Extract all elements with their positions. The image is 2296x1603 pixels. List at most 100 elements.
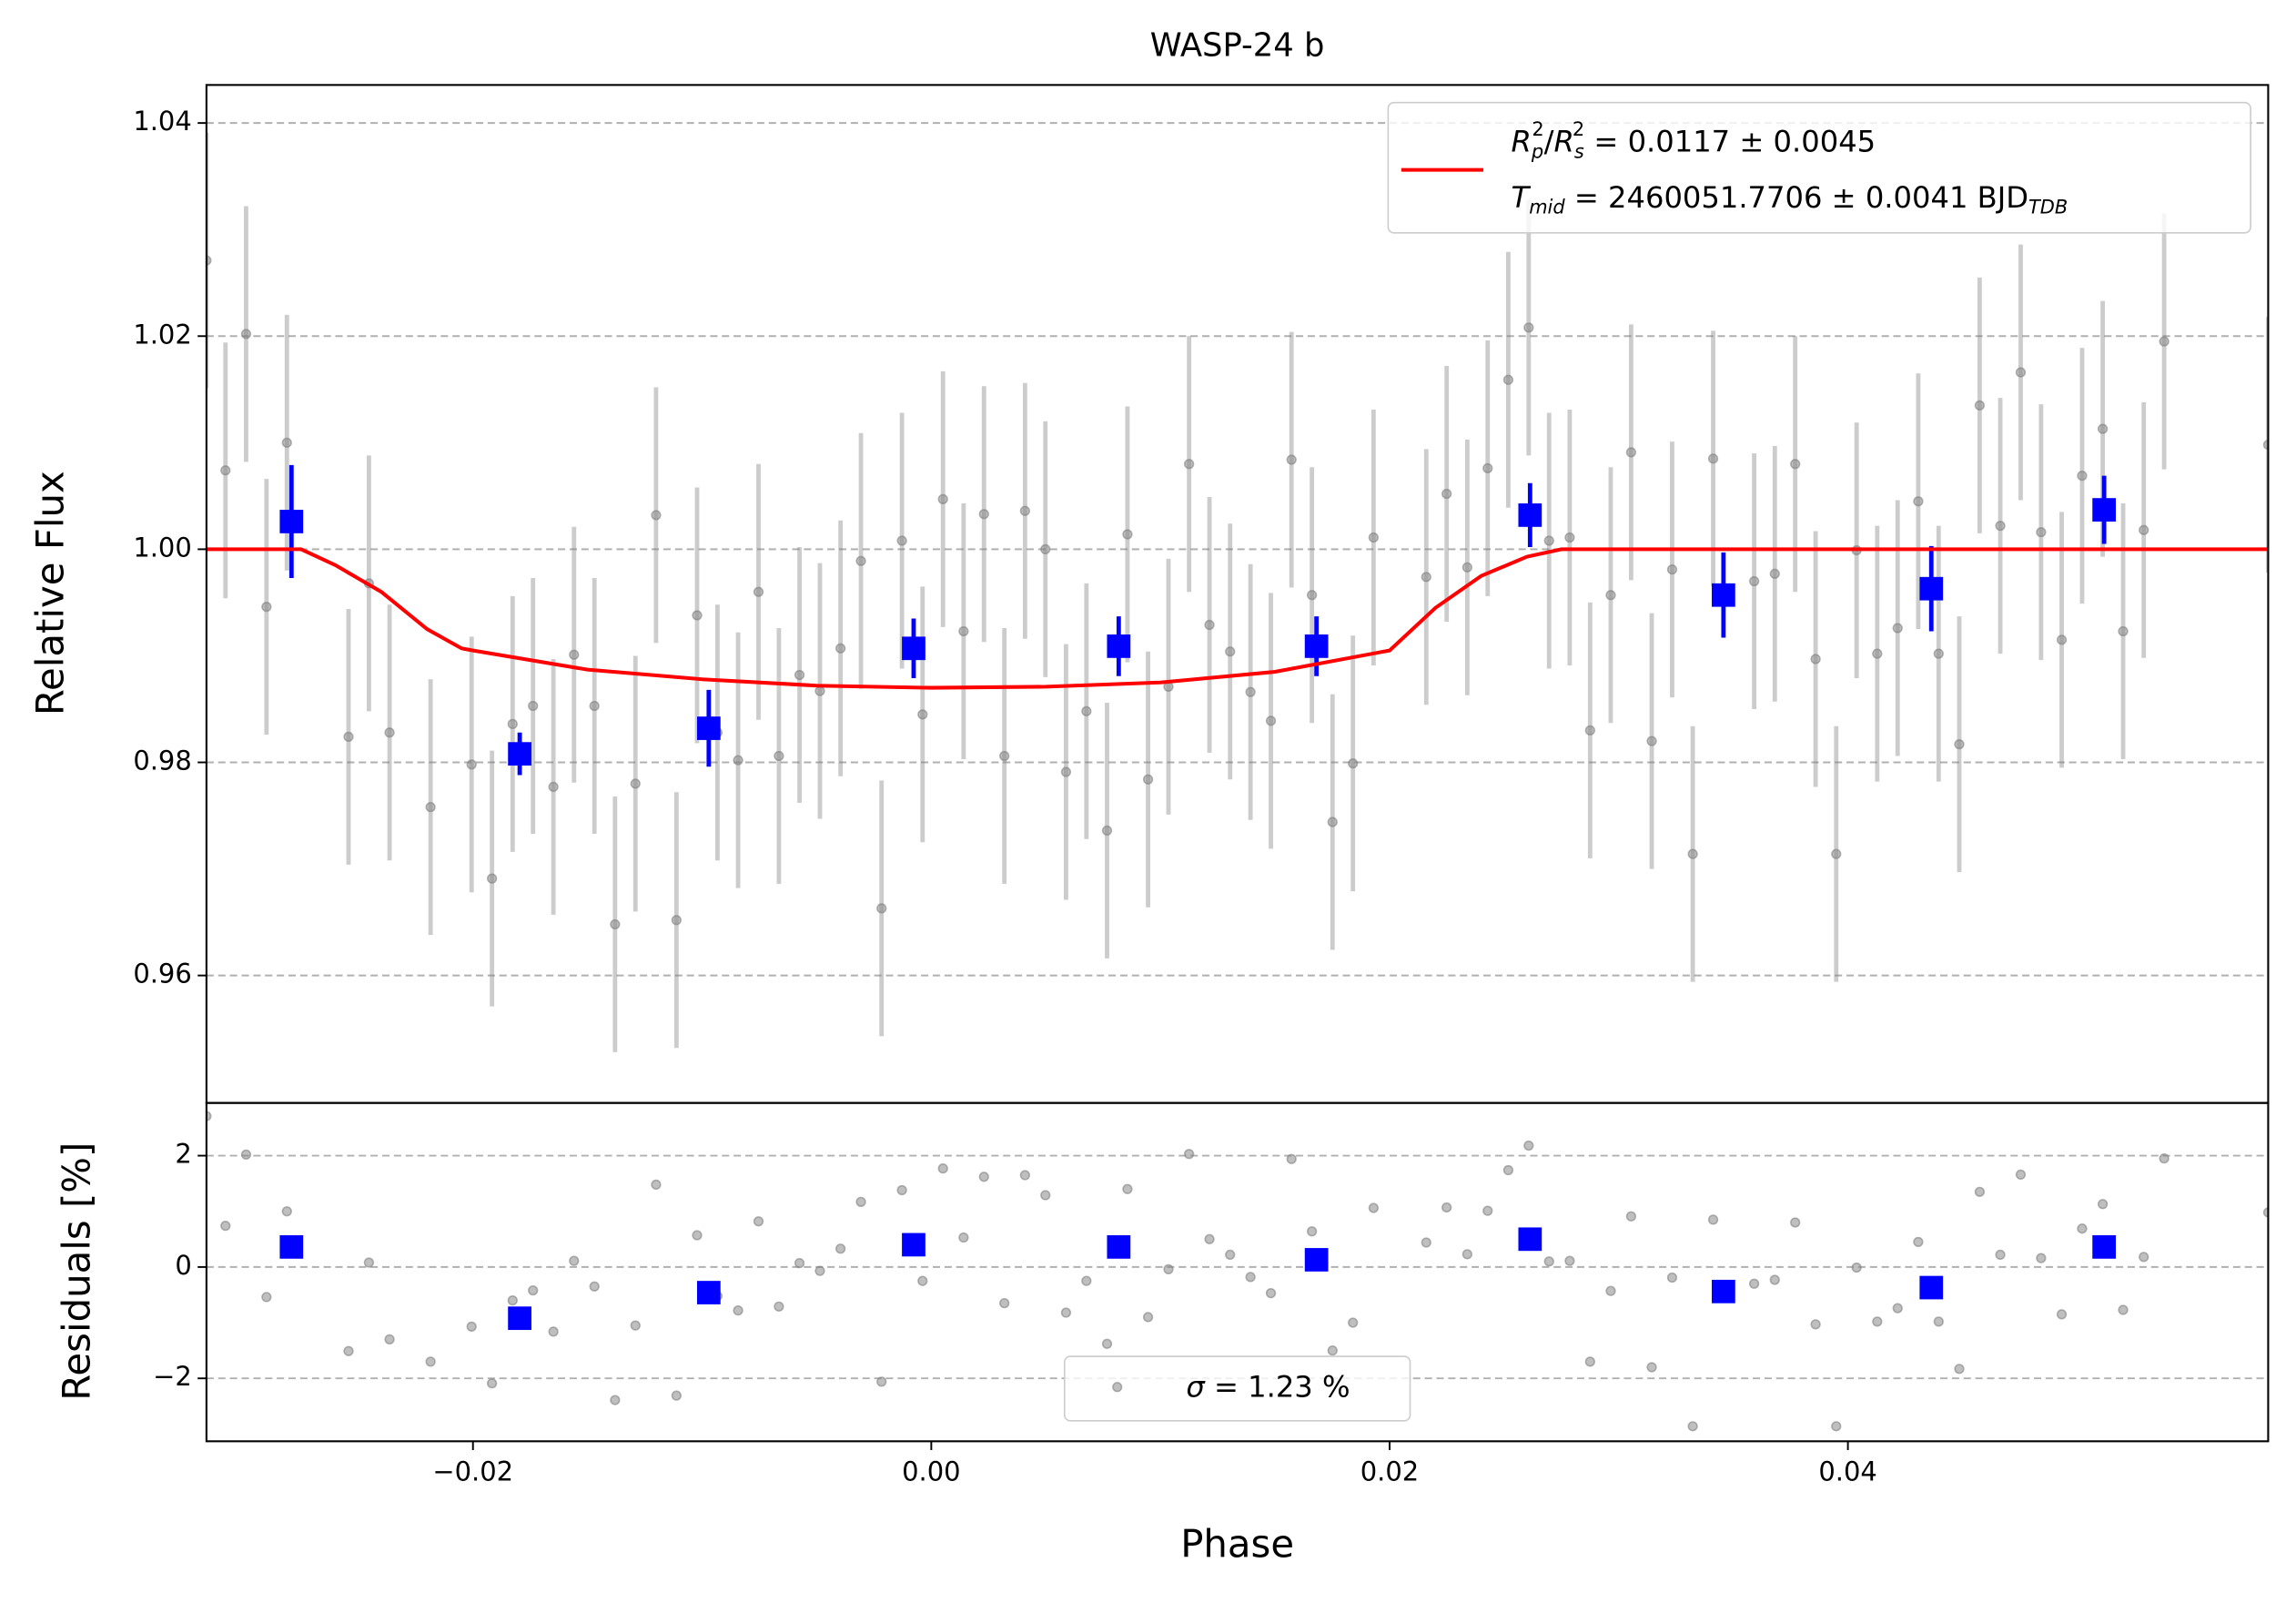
data-point [1327, 817, 1338, 827]
data-point [1810, 654, 1821, 665]
data-point [958, 625, 969, 637]
data-point [1019, 1170, 1030, 1181]
data-point [835, 1243, 846, 1254]
data-point [1605, 1285, 1616, 1296]
data-point [999, 1298, 1010, 1309]
binned-point [1107, 1235, 1131, 1259]
data-point [1502, 374, 1514, 385]
data-point [794, 669, 805, 681]
data-point [240, 1149, 252, 1160]
data-point [814, 1265, 825, 1276]
data-point [2118, 1304, 2129, 1315]
data-point [651, 510, 662, 521]
top-frame [205, 84, 2270, 1104]
data-point [1482, 462, 1493, 474]
data-point [1584, 1356, 1595, 1367]
data-point [1646, 1362, 1657, 1373]
data-point [835, 643, 846, 654]
data-point [978, 509, 989, 520]
marks [206, 132, 2269, 1432]
y-tick-label: 1.02 [133, 319, 191, 350]
y-tick-label: 2 [175, 1139, 191, 1170]
data-point [384, 727, 395, 738]
data-point [1482, 1205, 1493, 1216]
data-point [528, 1284, 539, 1296]
data-point [1163, 1263, 1174, 1274]
data-point [1368, 1202, 1379, 1213]
residual-legend: σ = 1.23 % [1063, 1355, 1411, 1422]
data-point [343, 1345, 354, 1356]
data-point [1687, 848, 1698, 859]
data-point [1666, 1272, 1678, 1283]
data-point [569, 1255, 580, 1266]
data-point [774, 750, 784, 762]
binned-point [902, 636, 925, 661]
data-point [1892, 1303, 1903, 1314]
panel-marks [206, 132, 2269, 1052]
data-point [507, 1294, 518, 1306]
data-point [1707, 453, 1719, 464]
data-point [1122, 529, 1133, 540]
data-point [2159, 336, 2170, 347]
data-point [1265, 1288, 1277, 1299]
data-point [1462, 562, 1472, 573]
data-point [1831, 848, 1842, 859]
data-point [1605, 590, 1616, 601]
data-point [1646, 736, 1657, 746]
data-point [1790, 1217, 1801, 1228]
data-point [753, 1216, 764, 1227]
data-point [1769, 1274, 1780, 1285]
data-point [999, 750, 1010, 762]
data-point [220, 465, 231, 476]
data-point [630, 1320, 641, 1331]
legend-marker [1112, 1382, 1123, 1393]
data-point [1441, 488, 1452, 500]
data-point [2077, 1223, 2088, 1234]
data-point [2139, 1252, 2149, 1263]
data-point [1872, 648, 1883, 659]
data-point [2056, 634, 2068, 645]
data-point [1974, 400, 1986, 411]
data-point [1564, 1255, 1575, 1266]
data-point [528, 700, 539, 712]
data-point [1543, 535, 1554, 546]
binned-point [508, 1306, 531, 1331]
data-point [363, 1257, 375, 1268]
data-point [671, 915, 682, 926]
data-point [896, 535, 907, 546]
data-point [753, 586, 764, 597]
data-point [1872, 1316, 1883, 1327]
data-point [1060, 766, 1072, 777]
legend-box [1387, 101, 2251, 234]
data-point [1954, 738, 1965, 750]
data-point [384, 1334, 395, 1345]
data-point [610, 1395, 621, 1405]
y-tick-label: 1.04 [133, 106, 191, 137]
binned-point [1711, 1279, 1735, 1304]
data-point [1245, 1272, 1256, 1283]
data-point [1748, 1278, 1760, 1289]
data-point [1954, 1364, 1965, 1375]
data-point [220, 1221, 231, 1232]
binned-point [1711, 583, 1735, 607]
data-point [1142, 774, 1154, 785]
data-point [1245, 686, 1256, 697]
data-point [1810, 1319, 1821, 1330]
data-point [1441, 1202, 1452, 1213]
data-point [281, 437, 292, 448]
binned-point [2092, 498, 2117, 522]
binned-point [2092, 1235, 2117, 1259]
data-point [1851, 1262, 1862, 1273]
data-point [1327, 1345, 1338, 1356]
data-point [1892, 623, 1903, 634]
data-point [281, 1206, 292, 1217]
data-point [1913, 1236, 1924, 1248]
data-point [1707, 1214, 1719, 1225]
data-point [610, 918, 621, 930]
data-point [1286, 454, 1297, 465]
data-point [1687, 1421, 1698, 1432]
data-point [2015, 1169, 2027, 1180]
data-point [487, 1378, 498, 1389]
data-point [1306, 1226, 1318, 1237]
data-point [2077, 470, 2088, 482]
